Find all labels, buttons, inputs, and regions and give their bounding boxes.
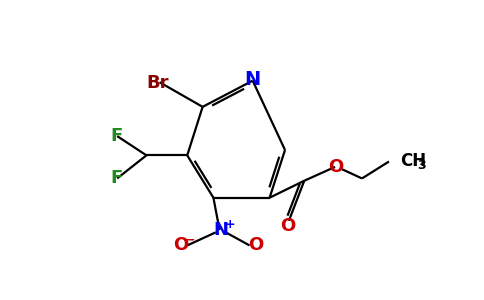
Text: O: O [248, 236, 263, 254]
Text: +: + [224, 218, 235, 231]
Text: O: O [328, 158, 344, 176]
Text: N: N [213, 221, 228, 239]
Text: O: O [280, 217, 296, 235]
Text: −: − [184, 233, 195, 247]
Text: Br: Br [147, 74, 169, 92]
Text: F: F [110, 127, 122, 145]
Text: CH: CH [400, 152, 426, 170]
Text: F: F [110, 169, 122, 188]
Text: 3: 3 [417, 159, 426, 172]
Text: N: N [244, 70, 261, 89]
Text: O: O [173, 236, 189, 254]
